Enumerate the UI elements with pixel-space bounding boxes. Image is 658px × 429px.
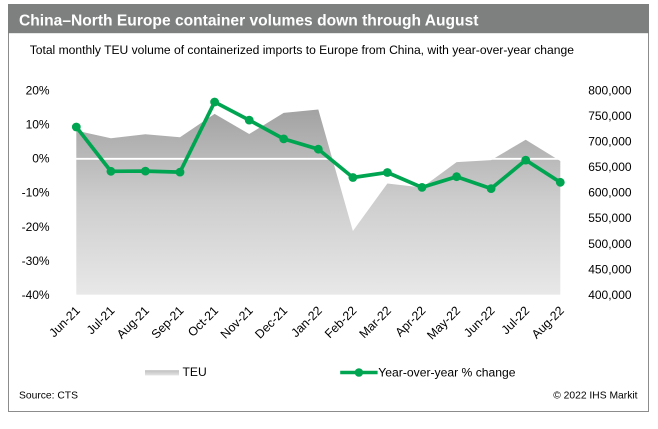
svg-text:550,000: 550,000 [588,211,632,225]
svg-text:20%: 20% [26,83,50,97]
svg-text:750,000: 750,000 [588,109,632,123]
svg-text:400,000: 400,000 [588,288,632,302]
svg-text:Jul-22: Jul-22 [499,303,533,337]
svg-text:Total monthly TEU volume of co: Total monthly TEU volume of containerize… [30,43,575,57]
svg-text:Apr-22: Apr-22 [393,303,429,339]
svg-text:Jan-22: Jan-22 [288,303,325,340]
svg-text:600,000: 600,000 [588,186,632,200]
svg-text:Source: CTS: Source: CTS [19,391,78,402]
svg-text:Jul-21: Jul-21 [84,303,118,337]
svg-text:-10%: -10% [22,186,50,200]
svg-text:-40%: -40% [22,288,50,302]
svg-text:650,000: 650,000 [588,160,632,174]
svg-text:10%: 10% [26,118,50,132]
svg-text:Dec-21: Dec-21 [252,303,290,341]
svg-text:Aug-21: Aug-21 [114,303,152,341]
svg-text:Aug-22: Aug-22 [529,303,567,341]
svg-text:May-22: May-22 [424,303,463,342]
svg-text:450,000: 450,000 [588,262,632,276]
svg-text:Nov-21: Nov-21 [218,303,256,341]
svg-text:Sep-21: Sep-21 [149,303,187,341]
svg-text:-20%: -20% [22,220,50,234]
svg-text:Oct-21: Oct-21 [185,303,221,339]
svg-text:China–North Europe container v: China–North Europe container volumes dow… [19,12,478,29]
svg-text:Jun-21: Jun-21 [46,303,83,340]
svg-text:Feb-22: Feb-22 [322,303,360,341]
svg-text:Year-over-year % change: Year-over-year % change [378,365,515,379]
svg-text:-30%: -30% [22,254,50,268]
svg-text:0%: 0% [32,152,50,166]
svg-text:Mar-22: Mar-22 [356,303,394,341]
svg-text:© 2022 IHS Markit: © 2022 IHS Markit [553,391,637,402]
svg-text:500,000: 500,000 [588,237,632,251]
svg-text:TEU: TEU [183,365,207,379]
svg-text:800,000: 800,000 [588,83,632,97]
svg-text:Jun-22: Jun-22 [461,303,498,340]
svg-text:700,000: 700,000 [588,135,632,149]
